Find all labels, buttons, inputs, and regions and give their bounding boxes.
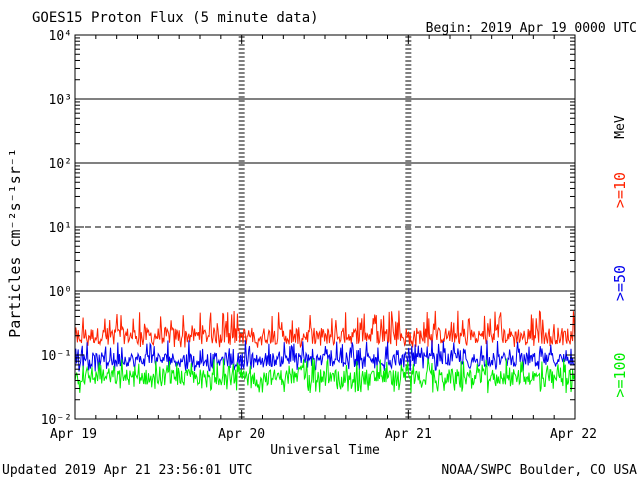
x-tick-label: Apr 21 [385,427,432,442]
legend-unit-label: MeV [613,115,628,139]
series-line-0 [74,310,576,349]
x-axis: Apr 19 Apr 20 Apr 21 Apr 22 [50,35,597,442]
y-tick-label: 10¹ [49,221,72,236]
credit-label: NOAA/SWPC Boulder, CO USA [441,463,637,478]
begin-label: Begin: 2019 Apr 19 0000 UTC [426,21,637,36]
chart-title: GOES15 Proton Flux (5 minute data) [32,10,319,26]
series-group [74,310,576,394]
y-tick-label: 10² [49,157,72,172]
series-line-2 [74,358,576,394]
y-tick-label: 10⁻¹ [41,349,72,364]
y-tick-label: 10⁰ [49,285,72,300]
y-tick-label: 10⁴ [49,29,72,44]
y-tick-label: 10³ [49,93,72,108]
x-tick-label: Apr 22 [550,427,597,442]
updated-label: Updated 2019 Apr 21 23:56:01 UTC [2,463,252,478]
x-tick-label: Apr 19 [50,427,97,442]
y-axis: 10⁻² 10⁻¹ 10⁰ 10¹ 10² 10³ 10⁴ [41,29,575,428]
legend-label-0: >=10 [611,172,629,208]
legend: >=10 >=50 >=100 MeV [611,115,629,397]
legend-label-2: >=100 [611,352,629,397]
x-axis-label: Universal Time [270,443,380,458]
x-tick-label: Apr 20 [218,427,265,442]
y-axis-label: Particles cm⁻²s⁻¹sr⁻¹ [6,148,24,338]
legend-label-1: >=50 [611,265,629,301]
y-tick-label: 10⁻² [41,413,72,428]
threshold-lines [75,98,575,292]
series-line-1 [74,340,576,372]
